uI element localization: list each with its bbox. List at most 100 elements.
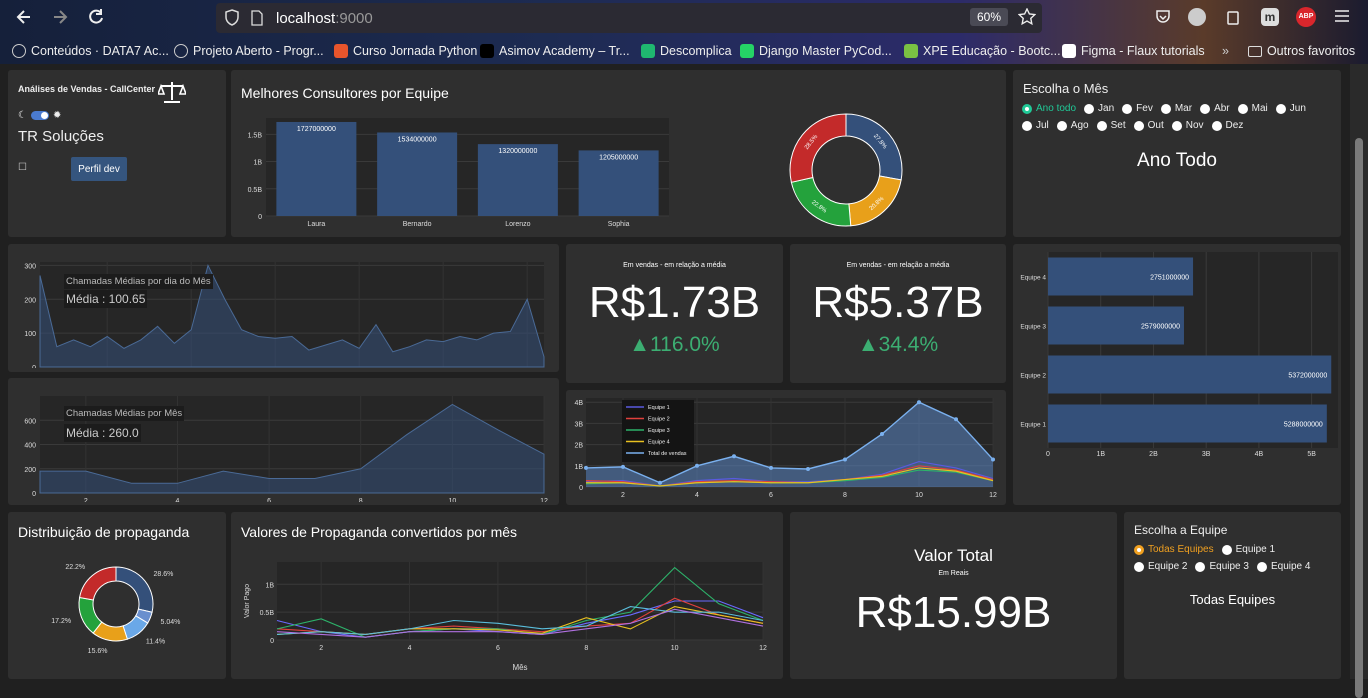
radio-label: Nov [1185, 120, 1204, 131]
bar-value-label: 1534000000 [398, 136, 437, 143]
x-tick-label: 10 [671, 645, 679, 652]
month-radio[interactable]: Abr [1200, 101, 1230, 117]
url-host: localhost [276, 9, 336, 27]
bookmark-item[interactable]: XPE Educação - Bootc... [904, 44, 1061, 58]
radio-dot[interactable] [1211, 121, 1222, 131]
radio-dot[interactable] [1275, 104, 1286, 114]
kpi1-delta: ▲116.0% [629, 333, 720, 356]
legend-label: Equipe 1 [648, 405, 670, 411]
equipe-radio[interactable]: Todas Equipes [1134, 542, 1214, 558]
whatsapp-icon [740, 44, 754, 58]
radio-dot[interactable] [1160, 104, 1171, 114]
x-tick-label: 12 [540, 498, 548, 502]
bookmark-item[interactable]: Conteúdos · DATA7 Ac... [12, 44, 169, 58]
y-tick-label: Equipe 3 [1020, 324, 1046, 331]
month-radio[interactable]: Dez [1211, 118, 1243, 134]
bookmark-item[interactable]: Figma - Flaux tutorials [1062, 44, 1205, 58]
perfil-dev-button[interactable]: Perfil dev [71, 157, 127, 181]
zoom-level[interactable]: 60% [969, 8, 1008, 26]
chamadas-dia-label: Chamadas Médias por dia do Mês [64, 274, 213, 289]
radio-dot[interactable] [1022, 104, 1032, 114]
equipe-radio[interactable]: Equipe 3 [1195, 559, 1249, 575]
bookmark-item[interactable]: Curso Jornada Python [334, 44, 477, 58]
toggle-switch[interactable] [30, 111, 49, 120]
radio-dot[interactable] [1171, 121, 1182, 131]
y-tick-label: Equipe 1 [1020, 422, 1046, 429]
adblock-icon[interactable]: ABP [1296, 7, 1316, 27]
app-subtitle: Análises de Vendas - CallCenter [18, 84, 156, 94]
bookmark-label: Curso Jornada Python [353, 44, 478, 58]
month-radio[interactable]: Ago [1056, 118, 1089, 134]
radio-dot[interactable] [1237, 104, 1248, 114]
radio-dot[interactable] [1122, 104, 1133, 114]
chamadas-dia-media: Média : 100.65 [64, 290, 148, 308]
theme-toggle[interactable]: ☾ ✹ [18, 110, 61, 121]
radio-dot[interactable] [1096, 121, 1107, 131]
propaganda-donut-label: 28.6% [154, 571, 174, 578]
bar [1048, 355, 1332, 394]
legend-label: Equipe 4 [648, 440, 670, 446]
month-radio[interactable]: Out [1133, 118, 1164, 134]
pocket-icon[interactable] [1155, 9, 1171, 30]
address-bar[interactable]: localhost:9000 60% [216, 3, 1042, 33]
menu-icon[interactable] [1334, 9, 1350, 28]
radio-dot[interactable] [1134, 562, 1144, 572]
consultores-bar-chart: 1.5B 1B 0.5B 0 1727000000 Laura 1534000000 Bern… [248, 118, 669, 228]
extensions-icon[interactable] [1226, 8, 1242, 31]
equipe-radio[interactable]: Equipe 4 [1256, 559, 1310, 575]
x-tick-label: 8 [584, 645, 588, 652]
radio-dot[interactable] [1195, 562, 1206, 572]
chamadas-mes-card: 600 400 200 0 2 4 6 8 10 12 Chamadas Médias por M… [8, 378, 559, 505]
reload-icon[interactable] [86, 5, 106, 29]
bar-value-label: 5372000000 [1288, 373, 1327, 380]
y-tick-label: 100 [24, 331, 36, 338]
bookmark-item[interactable]: Asimov Academy – Tr... [480, 44, 630, 58]
x-tick-label: Lorenzo [505, 221, 530, 228]
scrollbar[interactable] [1350, 64, 1368, 698]
month-radio[interactable]: Fev [1122, 101, 1153, 117]
month-radio[interactable]: Jul [1022, 118, 1049, 134]
forward-icon[interactable] [50, 5, 70, 29]
bookmark-item[interactable]: Django Master PyCod... [740, 44, 892, 58]
shield-icon[interactable] [224, 9, 240, 32]
star-icon[interactable] [1017, 7, 1037, 31]
x-tick-label: 4 [408, 645, 412, 652]
radio-dot[interactable] [1056, 121, 1067, 131]
radio-dot[interactable] [1256, 562, 1267, 572]
month-radio[interactable]: Set [1096, 118, 1126, 134]
radio-label: Todas Equipes [1148, 544, 1214, 555]
equipe-radio[interactable]: Equipe 2 [1134, 559, 1187, 575]
other-favorites[interactable]: » Outros favoritos [1222, 44, 1355, 58]
account-avatar[interactable] [1188, 8, 1206, 26]
y-tick-label: 1B [574, 464, 583, 471]
month-radio[interactable]: Jun [1275, 101, 1306, 117]
chevron-right-icon: » [1222, 44, 1229, 58]
scrollbar-thumb[interactable] [1355, 138, 1363, 698]
sun-icon: ✹ [52, 110, 62, 121]
bookmark-item[interactable]: Descomplica [641, 44, 732, 58]
equipe-radio[interactable]: Equipe 1 [1221, 542, 1275, 558]
radio-dot[interactable] [1022, 121, 1032, 131]
radio-dot[interactable] [1084, 104, 1095, 114]
month-radio[interactable]: Mai [1237, 101, 1268, 117]
x-tick-label: 4 [176, 498, 180, 502]
month-radio[interactable]: Mar [1160, 101, 1192, 117]
checkbox[interactable]: ☐ [18, 162, 27, 173]
radio-dot[interactable] [1200, 104, 1211, 114]
radio-dot[interactable] [1133, 121, 1144, 131]
x-tick-label: 2B [1149, 451, 1158, 458]
month-radio[interactable]: Ano todo [1022, 101, 1076, 117]
month-radio[interactable]: Jan [1084, 101, 1114, 117]
bookmark-item[interactable]: Projeto Aberto - Progr... [174, 44, 324, 58]
total-point [621, 464, 625, 469]
bookmark-label: Asimov Academy – Tr... [499, 44, 630, 58]
asimov-icon [480, 44, 494, 58]
y-tick-label: Equipe 2 [1020, 373, 1046, 380]
propaganda-donut-slice [115, 566, 154, 613]
bookmark-label: Conteúdos · DATA7 Ac... [31, 44, 169, 58]
back-icon[interactable] [14, 5, 34, 29]
radio-dot[interactable] [1134, 545, 1144, 555]
radio-dot[interactable] [1221, 545, 1232, 555]
mastodon-icon[interactable]: m [1261, 8, 1279, 26]
month-radio[interactable]: Nov [1171, 118, 1204, 134]
